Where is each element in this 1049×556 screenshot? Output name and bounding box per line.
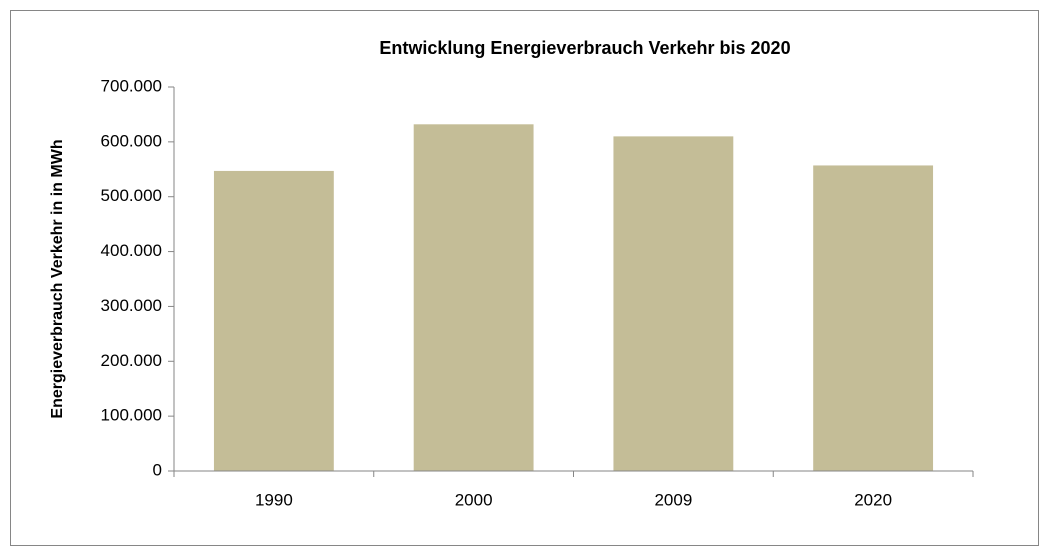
x-tick-label: 2020	[854, 490, 892, 509]
x-tick-label: 1990	[255, 490, 293, 509]
y-tick-label: 400.000	[101, 241, 162, 260]
chart-title: Entwicklung Energieverbrauch Verkehr bis…	[379, 38, 790, 58]
y-tick-label: 600.000	[101, 131, 162, 150]
y-tick-label: 200.000	[101, 351, 162, 370]
bar	[413, 124, 534, 471]
y-axis-label: Energieverbrauch Verkehr in in MWh	[49, 139, 66, 418]
bar	[213, 170, 334, 471]
x-tick-label: 2009	[654, 490, 692, 509]
y-tick-label: 100.000	[101, 406, 162, 425]
bar	[813, 165, 934, 471]
y-tick-label: 0	[153, 460, 162, 479]
bar	[613, 136, 734, 471]
x-tick-label: 2000	[455, 490, 493, 509]
y-tick-label: 500.000	[101, 186, 162, 205]
y-tick-label: 300.000	[101, 296, 162, 315]
y-tick-label: 700.000	[101, 76, 162, 95]
